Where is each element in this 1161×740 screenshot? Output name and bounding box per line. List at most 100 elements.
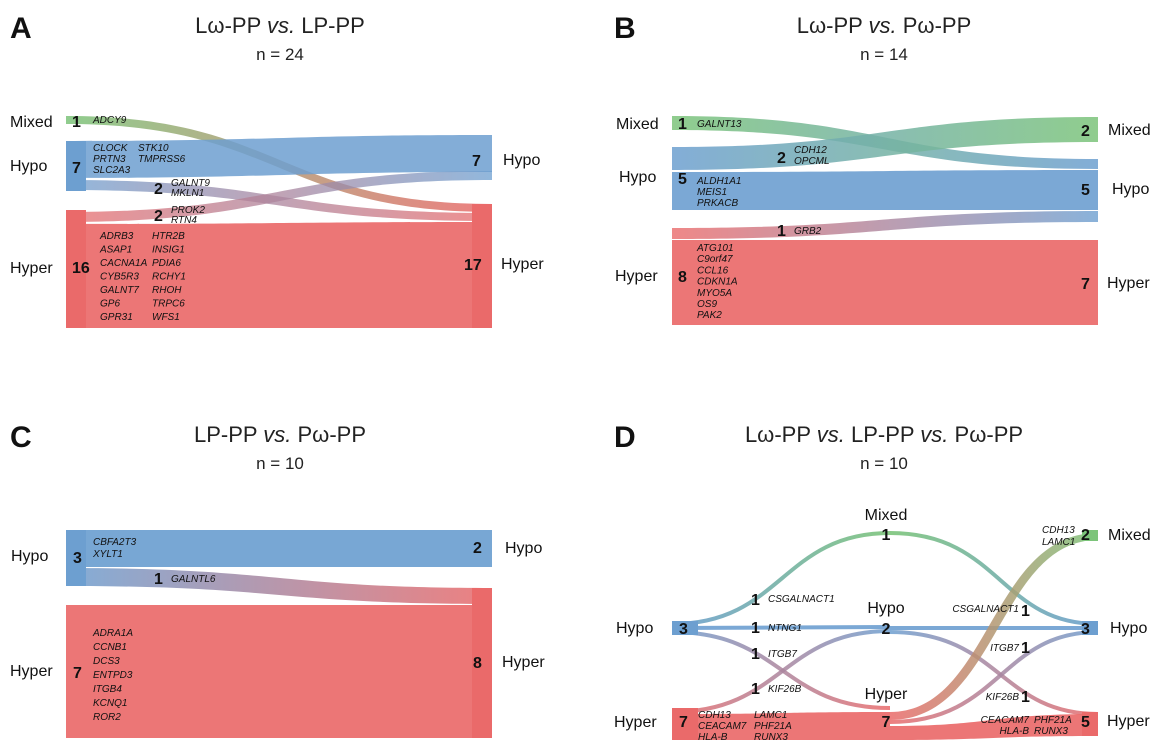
gene-label: INSIG1 [152,245,185,256]
flow-hypo-to-hypo [671,625,891,630]
panel-letter: C [10,421,32,454]
gene-label: XYLT1 [92,549,123,560]
flow-hypo-to-mixed [672,117,1098,170]
node-count: 2 [882,621,891,638]
panel-title: Lω-PP vs. LP-PP [195,13,365,38]
gene-label: CDH13 [1042,525,1075,536]
node-label-hypo-left: Hypo [619,169,656,186]
gene-label: NTNG1 [768,623,802,634]
panel-letter: B [614,12,636,45]
gene-label: PHF21A [754,721,792,732]
flow-hyper-to-hypo-right [889,630,1099,724]
gene-label: TRPC6 [152,299,185,310]
flow-hypo-to-hypo [66,530,492,567]
gene-label: GRB2 [794,226,822,237]
gene-label: CDH13 [698,710,731,721]
gene-label: CSGALNACT1 [768,594,835,605]
panel-title: Lω-PP vs. LP-PP vs. Pω-PP [745,422,1023,447]
gene-label: ATG101 [696,243,734,254]
gene-label: C9orf47 [697,254,733,265]
node-count: 7 [72,160,81,177]
node-count: 17 [464,257,482,274]
flow-count: 1 [751,620,760,637]
node-label-hyper-right: Hyper [502,654,545,671]
node-count: 1 [882,527,891,544]
gene-label: ITGB7 [990,643,1019,654]
gene-label: GP6 [100,299,120,310]
panel-n: n = 10 [860,454,908,473]
node-label-mixed-right: Mixed [1108,122,1151,139]
node-label-hypo-right: Hypo [1110,620,1147,637]
node-count: 2 [1081,123,1090,140]
gene-label: RHOH [152,285,182,296]
gene-label: ADRA1A [92,628,133,639]
gene-label: CCL16 [697,265,729,276]
gene-label: GPR31 [100,312,133,323]
gene-label: ITGB7 [768,649,797,660]
gene-label: CDH12 [794,145,827,156]
gene-label: RUNX3 [1034,726,1068,737]
node-label-hypo-right: Hypo [505,540,542,557]
panel-letter: D [614,421,636,454]
gene-label: ADCY9 [92,115,127,126]
flow-count: 2 [777,150,786,167]
node-hyper-left [66,210,86,328]
gene-list: NTNG1 [768,623,802,634]
flow-hypo-to-hyper-right [889,630,1099,716]
flow-count: 1 [1021,689,1030,706]
node-hyper-right [472,204,492,328]
gene-label: GALNT9 [171,178,210,189]
flow-hypo-to-hypo [66,135,492,178]
node-label-hypo-right: Hypo [1112,181,1149,198]
gene-label: SLC2A3 [93,165,131,176]
node-count: 5 [678,171,687,188]
gene-list: KIF26B [768,684,802,695]
gene-label: CEACAM7 [981,715,1030,726]
node-label-hyper-left: Hyper [615,268,658,285]
gene-label: LAMC1 [754,710,787,721]
flow-hyper-to-hypo [66,171,492,222]
node-count: 8 [473,655,482,672]
gene-label: RUNX3 [754,732,788,740]
node-label-hyper-middle: Hyper [865,686,908,703]
flow-hyper-to-mixed [890,533,1098,720]
gene-label: CLOCK [93,143,129,154]
node-hyper-right [1082,712,1098,736]
node-label-hypo-middle: Hypo [867,600,904,617]
flow-hypo-to-hypo [672,170,1098,210]
gene-label: CACNA1A [100,258,148,269]
node-count: 1 [678,116,687,133]
gene-label: CYB5R3 [100,272,139,283]
gene-label: CBFA2T3 [93,537,137,548]
gene-list: ITGB7 [990,643,1019,654]
flow-count: 2 [154,208,163,225]
gene-label: PRKACB [697,198,738,209]
flow-count: 1 [751,681,760,698]
node-label-hypo-left: Hypo [11,548,48,565]
gene-list: GALNT13 [697,119,742,130]
gene-label: GALNTL6 [171,574,216,585]
gene-label: PRTN3 [93,154,126,165]
flow-count: 2 [154,181,163,198]
gene-label: CDKN1A [697,277,738,288]
panel-d: D Lω-PP vs. LP-PP vs. Pω-PP n = 10 Hypo … [614,421,1151,740]
flow-hyper-to-hyper [66,605,492,738]
panel-letter: A [10,12,32,45]
gene-label: MKLN1 [171,188,204,199]
gene-label: PDIA6 [152,258,181,269]
node-label-mixed-middle: Mixed [865,507,908,524]
gene-label: ALDH1A1 [696,176,741,187]
gene-list: HTR2B INSIG1 PDIA6 RCHY1 RHOH TRPC6 WFS1 [152,231,186,323]
flow-hyper-to-hypo [672,211,1098,239]
flow-count: 1 [777,223,786,240]
gene-label: LAMC1 [1042,537,1075,548]
flow-hyper-to-hypo [671,629,891,714]
gene-label: GALNT7 [100,285,139,296]
node-label-mixed-right: Mixed [1108,527,1151,544]
gene-label: KIF26B [986,692,1020,703]
